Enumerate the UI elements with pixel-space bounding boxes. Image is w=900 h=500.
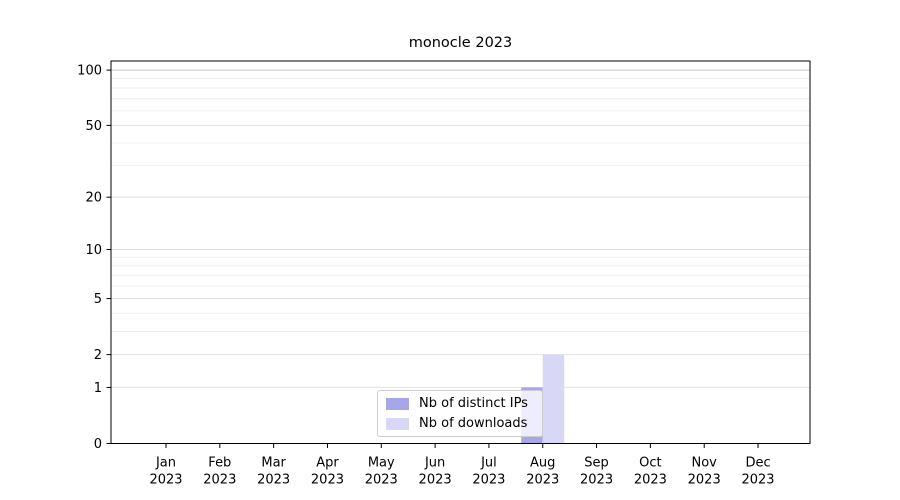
y-tick-label: 20 (85, 191, 102, 206)
x-tick-label-year: 2023 (688, 473, 721, 488)
x-tick-label-month: Jun (424, 456, 445, 471)
x-tick-label-month: Oct (639, 456, 661, 471)
x-tick-label-year: 2023 (741, 473, 774, 488)
legend-label-distinct-ips: Nb of distinct IPs (419, 396, 528, 411)
legend-swatch-downloads (386, 417, 409, 430)
x-tick-label-month: Nov (692, 456, 718, 471)
x-tick-label-month: Dec (745, 456, 770, 471)
x-tick-label-month: Feb (208, 456, 231, 471)
x-tick-label-year: 2023 (149, 473, 182, 488)
x-tick-label-year: 2023 (257, 473, 290, 488)
x-tick-label-year: 2023 (526, 473, 559, 488)
x-tick-label-month: Mar (261, 456, 286, 471)
legend-item-distinct-ips: Nb of distinct IPs (386, 396, 542, 411)
legend-label-downloads: Nb of downloads (419, 416, 528, 431)
y-tick-label: 100 (77, 64, 102, 79)
x-tick-label-year: 2023 (419, 473, 452, 488)
x-tick-label-year: 2023 (580, 473, 613, 488)
y-tick-label: 10 (85, 243, 102, 258)
x-tick-label-month: Jan (155, 456, 176, 471)
x-tick-label-month: May (368, 456, 395, 471)
legend-item-downloads: Nb of downloads (386, 416, 542, 431)
x-tick-label-month: Sep (584, 456, 609, 471)
x-tick-label-month: Aug (530, 456, 555, 471)
x-tick-label-year: 2023 (311, 473, 344, 488)
x-tick-label-year: 2023 (472, 473, 505, 488)
x-tick-label-month: Apr (316, 456, 339, 471)
y-tick-label: 1 (94, 381, 102, 396)
plot-spines (110, 60, 811, 444)
x-tick-label-year: 2023 (634, 473, 667, 488)
y-tick-label: 2 (94, 348, 102, 363)
x-tick-label-month: Jul (480, 456, 497, 471)
chart-title: monocle 2023 (408, 35, 513, 51)
x-tick-label-year: 2023 (203, 473, 236, 488)
legend-swatch-distinct-ips (386, 397, 409, 410)
y-tick-label: 50 (85, 119, 102, 134)
legend: Nb of distinct IPs Nb of downloads (377, 390, 543, 437)
y-tick-label: 0 (94, 437, 102, 452)
x-tick-label-year: 2023 (365, 473, 398, 488)
bar-nb-of-downloads-aug (542, 354, 565, 444)
y-tick-label: 5 (94, 292, 102, 307)
